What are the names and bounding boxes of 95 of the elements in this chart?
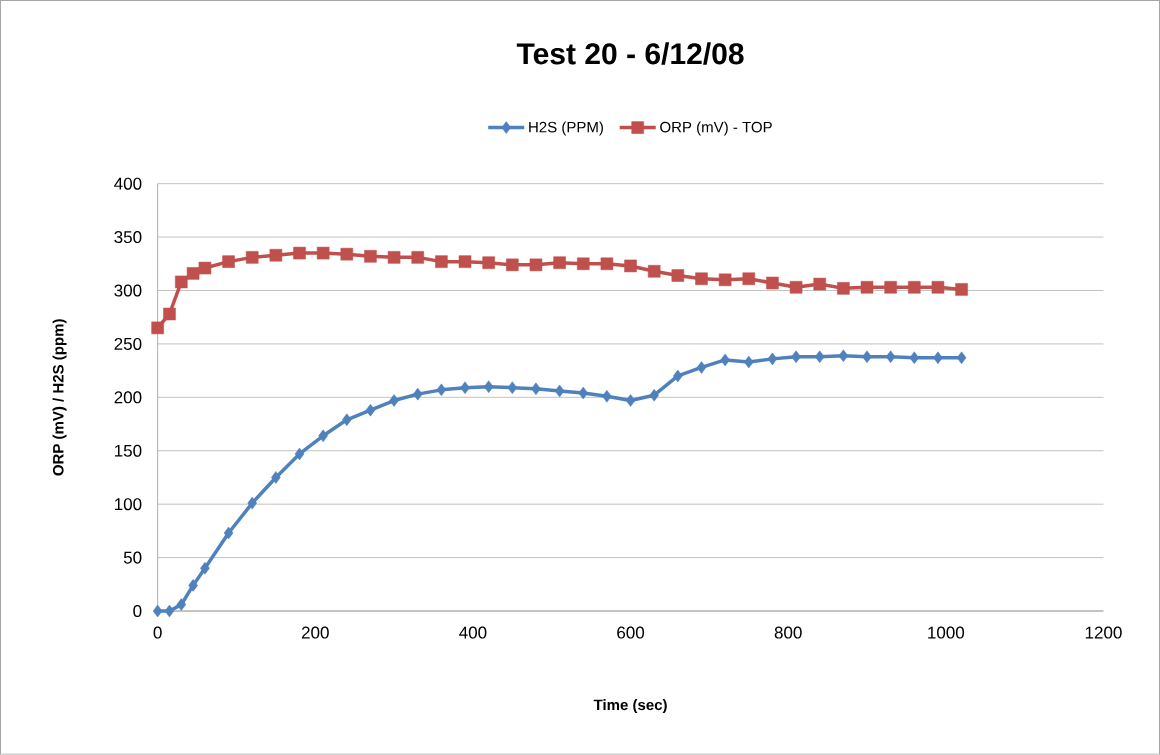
point [318,429,328,443]
point [271,471,281,484]
x-tick-label: 1200 [1085,626,1122,639]
point [838,349,849,363]
point [247,497,257,510]
point [554,384,565,398]
point [955,283,968,296]
point [294,447,305,461]
point [720,353,730,367]
point [222,255,235,269]
point [791,350,801,364]
point [340,248,354,261]
point [933,351,943,365]
legend-label: H2S (PPM) [529,121,603,136]
y-tick-label: 300 [114,284,142,297]
point [956,351,967,365]
point [245,251,259,264]
point [460,381,470,395]
point [186,267,200,280]
point [718,273,732,287]
x-tick-label: 600 [617,626,645,639]
point [163,307,176,321]
point [316,247,330,260]
y-tick-label: 200 [114,391,142,404]
point [152,604,163,618]
point [813,278,826,291]
point [696,361,707,374]
x-tick-label: 800 [774,626,802,639]
point [389,394,399,407]
point [198,261,212,275]
point [435,255,448,269]
point [624,259,637,273]
point [531,382,541,396]
point [200,562,210,575]
point [885,350,896,364]
point [671,269,685,282]
point [342,413,352,427]
point [483,380,494,394]
x-tick-label: 1000 [928,626,965,639]
y-tick-label: 150 [115,444,142,457]
point [884,281,897,294]
point [411,251,424,264]
point [602,390,612,403]
point [188,579,198,592]
x-axis-title: Time (sec) [593,699,667,714]
point [506,258,519,272]
x-tick-label: 0 [153,626,162,639]
point [164,604,175,618]
chart-title: Test 20 - 6/12/08 [516,42,744,65]
point [364,250,377,263]
point [577,257,590,271]
point [909,351,920,365]
point [553,256,566,270]
point [744,355,754,369]
point [293,247,306,260]
point [482,256,495,270]
y-tick-label: 50 [123,551,142,564]
point [458,255,472,269]
point [766,276,779,290]
point [649,389,659,402]
point [860,281,874,294]
point [176,598,187,612]
point [908,281,921,294]
point [600,257,614,271]
point [625,394,636,407]
x-tick-label: 400 [459,626,487,639]
point [507,381,518,395]
point [742,272,756,286]
point [412,388,423,401]
point [578,386,589,400]
x-tick-label: 200 [301,626,329,639]
point [269,249,283,262]
point [837,282,850,295]
y-tick-label: 400 [114,177,142,190]
point [151,321,164,335]
point [814,350,825,364]
point [647,265,661,278]
point [365,404,376,417]
y-tick-label: 0 [133,605,142,618]
point [789,281,803,294]
point [673,369,683,383]
point [436,383,447,397]
point [695,272,708,286]
point [223,526,234,540]
point [767,352,778,366]
point [862,350,872,364]
point [387,251,401,264]
y-tick-label: 350 [114,231,142,244]
y-tick-label: 100 [115,498,142,511]
point [529,258,543,272]
legend-label: ORP (mV) - TOP [660,121,772,136]
point [931,281,945,294]
y-axis-title: ORP (mV) / H2S (ppm) [52,319,67,476]
y-tick-label: 250 [114,338,142,351]
point [175,275,188,289]
